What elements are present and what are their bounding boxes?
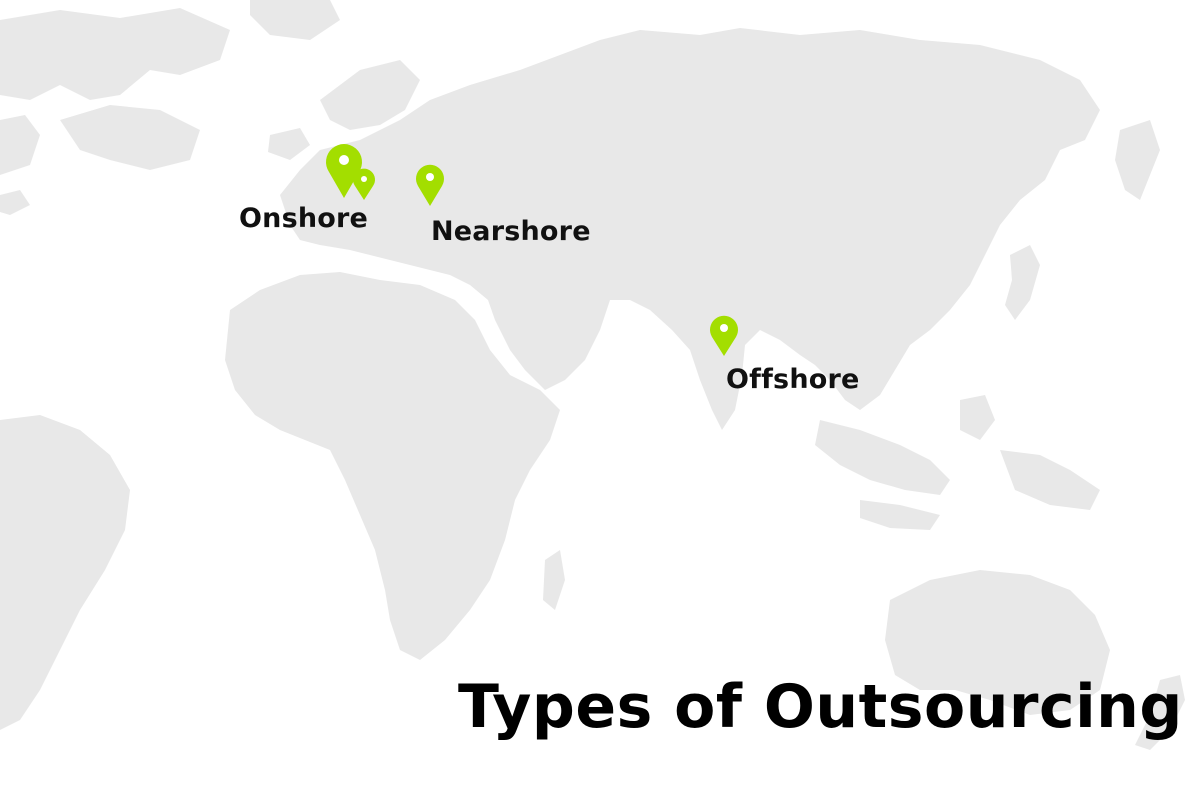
- map-pin-icon: [353, 168, 375, 200]
- location-label-onshore: Onshore: [239, 203, 369, 234]
- location-label-offshore: Offshore: [726, 364, 860, 395]
- page-title: Types of Outsourcing: [458, 672, 1183, 742]
- map-pin-icon: [326, 144, 362, 198]
- map-pin-icon: [710, 315, 738, 356]
- location-label-nearshore: Nearshore: [431, 216, 591, 247]
- map-pin-icon: [416, 164, 445, 206]
